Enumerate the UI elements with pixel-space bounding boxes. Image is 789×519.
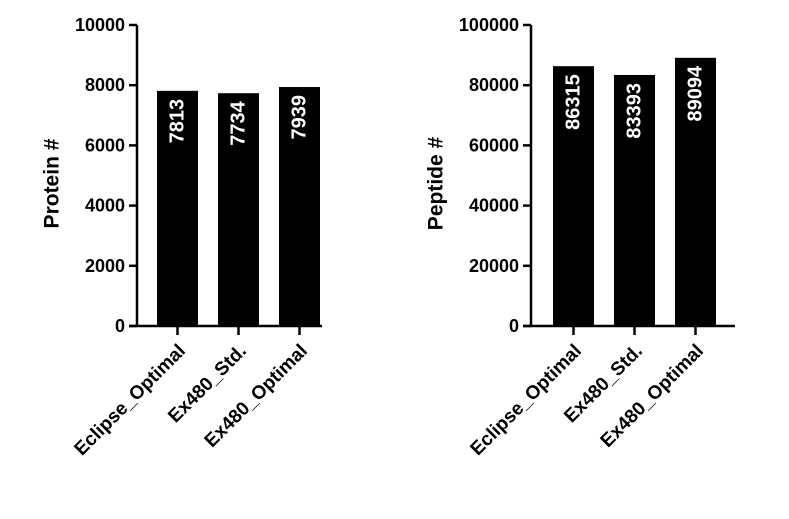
protein-y-tick-label-5: 10000 <box>75 15 125 35</box>
peptide-bar-2 <box>614 74 655 327</box>
protein-category-label-1: Eclipse_Optimal <box>71 341 190 460</box>
protein-y-tick-label-1: 2000 <box>85 256 125 276</box>
protein-bar-value-label-1: 7813 <box>167 99 189 144</box>
protein-y-axis-title: Protein # <box>41 138 64 228</box>
peptide-category-label-3: Ex480_Optimal <box>597 341 708 452</box>
peptide-category-label-1: Eclipse_Optimal <box>467 341 586 460</box>
peptide-y-tick-label-1: 20000 <box>469 256 519 276</box>
protein-y-tick-label-0: 0 <box>115 316 125 336</box>
protein-bar-2 <box>218 93 259 326</box>
peptide-bar-value-label-3: 89094 <box>685 65 707 121</box>
peptide-y-tick-label-2: 40000 <box>469 196 519 216</box>
protein-y-tick-label-2: 4000 <box>85 196 125 216</box>
peptide-y-tick-label-5: 100000 <box>459 15 519 35</box>
peptide-y-tick-label-4: 80000 <box>469 75 519 95</box>
protein-y-tick-label-4: 8000 <box>85 75 125 95</box>
protein-bar-value-label-3: 7939 <box>289 95 311 140</box>
protein-category-label-3: Ex480_Optimal <box>201 341 312 452</box>
peptide-bar-1 <box>553 66 594 327</box>
peptide-bar-3 <box>675 57 716 327</box>
protein-bar-value-label-2: 7734 <box>228 100 250 145</box>
peptide-y-tick-label-0: 0 <box>509 316 519 336</box>
peptide-bar-value-label-2: 83393 <box>624 83 646 139</box>
peptide-count-chart: 86315Eclipse_Optimal83393Ex480_Std.89094… <box>425 15 735 460</box>
peptide-bar-value-label-1: 86315 <box>563 74 585 130</box>
protein-bar-3 <box>279 87 320 326</box>
peptide-y-tick-label-3: 60000 <box>469 135 519 155</box>
protein-count-chart: 7813Eclipse_Optimal7734Ex480_Std.7939Ex4… <box>41 15 322 460</box>
peptide-y-axis-title: Peptide # <box>425 137 448 231</box>
protein-y-tick-label-3: 6000 <box>85 135 125 155</box>
protein-bar-1 <box>157 90 198 326</box>
